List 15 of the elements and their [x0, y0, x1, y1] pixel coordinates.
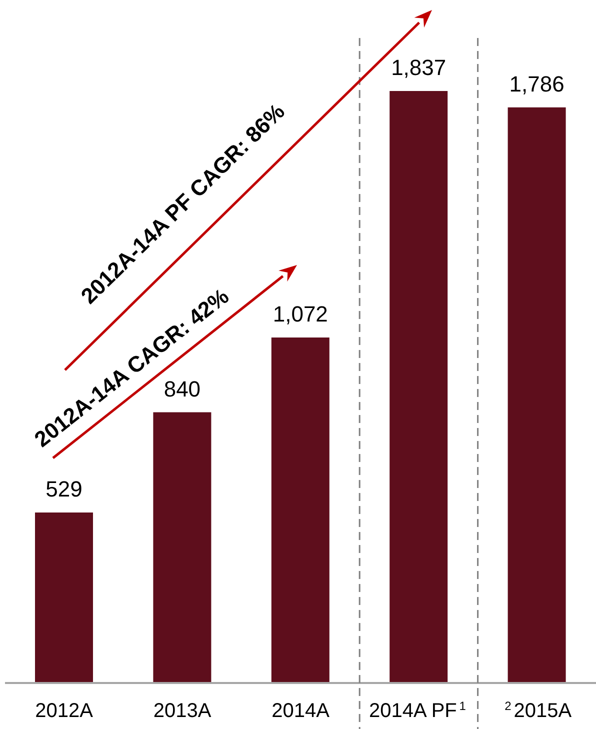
- bar: [271, 338, 330, 683]
- data-label: 1,786: [509, 71, 564, 96]
- data-label: 529: [46, 476, 82, 502]
- x-tick-label: 2014A: [272, 700, 330, 722]
- x-tick-label: 2012A: [35, 700, 94, 722]
- bar: [390, 91, 448, 683]
- bar: [508, 107, 566, 683]
- data-label: 840: [164, 376, 201, 402]
- data-label: 1,072: [272, 302, 328, 327]
- data-label: 1,837: [391, 55, 446, 80]
- bar: [35, 512, 93, 683]
- bar: [153, 412, 212, 683]
- x-tick-label: 2014A PF$^{1}$: [369, 699, 468, 722]
- x-tick-label: $^{2}$2015A: [502, 699, 572, 722]
- x-tick-label: 2013A: [153, 700, 212, 722]
